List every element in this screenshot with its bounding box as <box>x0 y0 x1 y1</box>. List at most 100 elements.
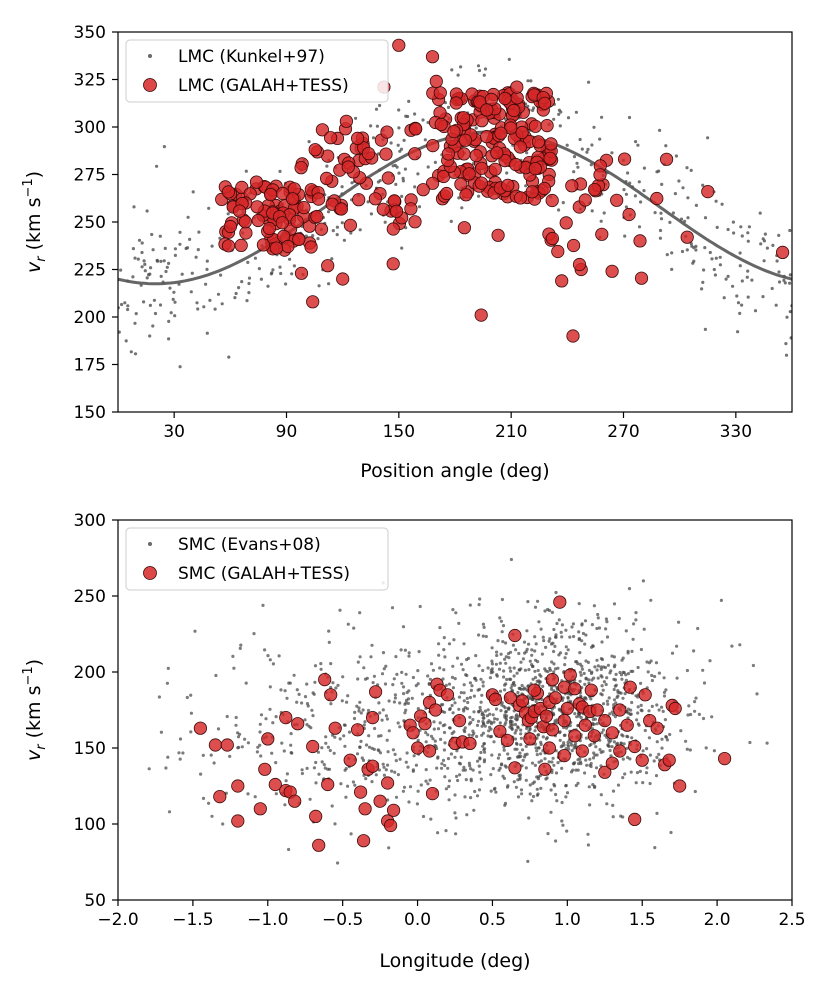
smc-evans-point <box>693 700 697 704</box>
smc-evans-point <box>573 712 577 716</box>
smc-evans-point <box>414 684 418 688</box>
lmc-kunkel-point <box>753 309 758 313</box>
smc-evans-point <box>442 730 447 735</box>
lmc-kunkel-point <box>376 152 381 156</box>
lmc-galah-point <box>434 117 448 132</box>
lmc-galah-point <box>263 188 278 202</box>
smc-evans-point <box>599 657 604 661</box>
lmc-kunkel-point <box>703 246 707 250</box>
smc-galah-point <box>575 744 589 758</box>
smc-evans-point <box>623 772 627 776</box>
smc-evans-point <box>534 746 538 750</box>
lmc-kunkel-point <box>404 114 408 118</box>
smc-evans-point <box>489 734 493 739</box>
lmc-kunkel-point <box>433 160 437 164</box>
smc-galah-point <box>428 703 443 717</box>
lmc-galah-point <box>290 214 304 229</box>
lmc-kunkel-point <box>529 79 533 83</box>
lmc-galah-point <box>513 191 528 205</box>
smc-evans-point <box>505 677 509 682</box>
smc-legend-galah-label: SMC (GALAH+TESS) <box>178 564 350 584</box>
lmc-kunkel-point <box>190 271 194 275</box>
smc-evans-point <box>359 739 363 744</box>
smc-evans-point <box>147 767 151 771</box>
lmc-kunkel-point <box>278 265 282 269</box>
smc-evans-point <box>610 654 614 658</box>
smc-evans-point <box>193 629 197 633</box>
lmc-galah-point <box>239 226 253 240</box>
smc-evans-point <box>436 756 440 760</box>
smc-galah-point <box>515 694 530 708</box>
smc-evans-point <box>550 770 554 775</box>
smc-evans-point <box>521 657 526 661</box>
smc-evans-point <box>441 758 446 763</box>
smc-evans-point <box>384 664 388 668</box>
smc-evans-point <box>589 697 593 701</box>
smc-evans-point <box>605 802 609 806</box>
smc-evans-point <box>639 647 644 652</box>
smc-evans-point <box>495 650 499 654</box>
lmc-kunkel-point <box>164 269 168 274</box>
smc-evans-point <box>392 700 396 704</box>
smc-evans-point <box>641 749 645 753</box>
lmc-galah-point <box>544 137 558 151</box>
lmc-kunkel-point <box>703 216 708 220</box>
lmc-panel: 30 90 150 210 270 330 15017520022525027530032… <box>21 23 793 482</box>
smc-evans-point <box>394 655 398 659</box>
smc-evans-point <box>576 724 580 728</box>
smc-galah-point <box>410 741 425 755</box>
smc-evans-point <box>586 660 591 665</box>
smc-evans-point <box>612 655 617 659</box>
smc-evans-point <box>232 666 236 670</box>
smc-evans-point <box>362 723 366 727</box>
smc-evans-point <box>231 654 235 659</box>
smc-evans-point <box>472 808 476 812</box>
smc-evans-point <box>477 687 482 692</box>
smc-evans-point <box>558 651 563 655</box>
smc-evans-point <box>554 635 558 639</box>
smc-evans-point <box>234 723 238 727</box>
lmc-kunkel-point <box>736 301 741 305</box>
smc-evans-point <box>477 764 481 768</box>
lmc-kunkel-point <box>746 269 750 273</box>
smc-evans-point <box>592 604 597 608</box>
lmc-kunkel-point <box>158 303 163 307</box>
lmc-galah-point <box>343 218 357 232</box>
smc-evans-point <box>566 648 570 652</box>
smc-evans-point <box>554 771 559 775</box>
smc-evans-point <box>582 671 586 676</box>
lmc-kunkel-point <box>145 209 149 213</box>
smc-evans-point <box>701 716 706 721</box>
lmc-kunkel-point <box>686 216 690 220</box>
smc-evans-point <box>519 667 523 671</box>
smc-galah-point <box>213 789 227 804</box>
smc-evans-point <box>589 764 593 769</box>
smc-evans-point <box>606 744 610 748</box>
smc-evans-point <box>491 767 495 771</box>
lmc-kunkel-point <box>565 143 569 147</box>
lmc-kunkel-point <box>374 107 379 111</box>
smc-galah-point <box>386 803 401 817</box>
lmc-kunkel-point <box>407 99 411 103</box>
smc-evans-point <box>501 640 505 644</box>
smc-evans-point <box>568 724 572 728</box>
smc-evans-point <box>500 630 504 634</box>
smc-evans-point <box>416 738 420 742</box>
smc-evans-point <box>454 816 458 820</box>
smc-evans-point <box>528 659 532 663</box>
lmc-galah-point <box>233 204 247 218</box>
lmc-galah-point <box>475 114 489 128</box>
smc-evans-point <box>377 768 381 772</box>
smc-evans-point <box>558 738 562 743</box>
smc-evans-point <box>544 645 548 650</box>
smc-evans-point <box>370 780 374 784</box>
smc-evans-point <box>212 761 216 765</box>
smc-evans-point <box>333 822 337 826</box>
lmc-y-tick-label: 300 <box>74 118 106 138</box>
smc-evans-point <box>616 694 620 698</box>
lmc-galah-point <box>389 204 404 218</box>
smc-evans-point <box>404 672 408 676</box>
smc-evans-point <box>613 678 618 682</box>
smc-evans-point <box>361 708 365 712</box>
smc-evans-point <box>408 785 413 789</box>
